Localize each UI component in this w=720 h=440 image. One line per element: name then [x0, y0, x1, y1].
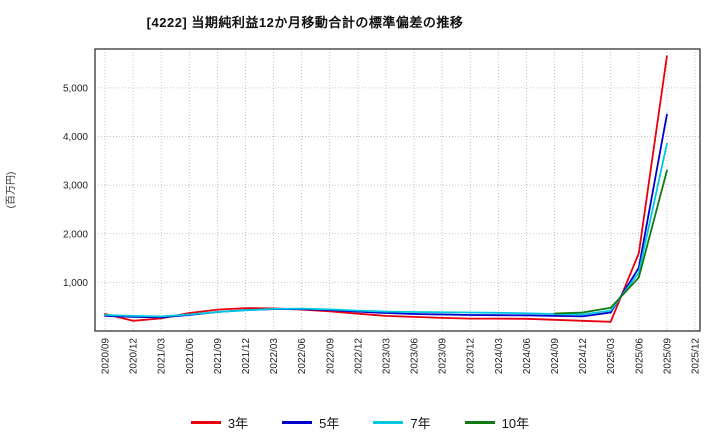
x-tick-label: 2023/12 — [466, 338, 477, 375]
x-tick-label: 2023/03 — [381, 338, 392, 375]
x-tick-label: 2020/12 — [129, 338, 140, 375]
x-tick-label: 2021/03 — [157, 338, 168, 375]
gridlines — [95, 49, 700, 331]
legend-swatch — [373, 421, 404, 424]
legend-label: 10年 — [501, 416, 530, 431]
legend-item-3年: 3年 — [190, 413, 249, 432]
x-tick-label: 2021/12 — [241, 338, 252, 375]
legend-swatch — [282, 421, 313, 424]
x-tick-label: 2024/06 — [522, 338, 533, 375]
legend-item-5年: 5年 — [282, 413, 339, 432]
x-tick-label: 2024/09 — [550, 338, 561, 375]
plot-frame — [94, 48, 701, 332]
series-lines — [104, 55, 668, 323]
y-tick-label: 4,000 — [63, 132, 88, 143]
x-tick-label: 2023/09 — [438, 338, 449, 375]
legend-item-7年: 7年 — [373, 413, 431, 432]
legend-label: 7年 — [410, 416, 431, 431]
x-tick-label: 2025/06 — [634, 338, 645, 375]
legend-item-10年: 10年 — [464, 413, 530, 432]
legend-label: 3年 — [227, 416, 249, 431]
series-line-3年 — [104, 55, 668, 323]
x-tick-label: 2022/12 — [353, 338, 364, 375]
legend-swatch — [464, 421, 495, 424]
chart-title: [4222] 当期純利益12か月移動合計の標準偏差の推移 — [146, 15, 464, 30]
y-axis-ticks: 1,000 2,000 3,000 4,000 5,000 — [63, 83, 88, 288]
x-tick-label: 2021/09 — [213, 338, 224, 375]
x-tick-label: 2023/06 — [410, 338, 421, 375]
x-tick-label: 2021/06 — [185, 338, 196, 375]
x-tick-label: 2024/03 — [494, 338, 505, 375]
y-axis-label: (百万円) — [5, 172, 17, 209]
legend-label: 5年 — [319, 416, 340, 431]
series-line-7年 — [104, 142, 668, 318]
x-tick-label: 2022/03 — [269, 338, 280, 375]
y-tick-label: 2,000 — [63, 229, 88, 240]
y-tick-label: 3,000 — [63, 181, 88, 192]
legend: 3年 5年 7年 10年 — [0, 413, 720, 432]
x-tick-label: 2025/09 — [662, 338, 673, 375]
y-tick-label: 5,000 — [63, 83, 88, 94]
x-tick-label: 2025/12 — [691, 338, 702, 375]
x-tick-label: 2022/06 — [297, 338, 308, 375]
x-tick-label: 2025/03 — [606, 338, 617, 375]
series-line-10年 — [553, 169, 668, 315]
x-tick-label: 2024/12 — [578, 338, 589, 375]
x-axis-ticks: 2020/09 2020/12 2021/03 2021/06 2021/09 2021/… — [101, 338, 702, 375]
x-tick-label: 2020/09 — [101, 338, 112, 375]
chart-area: 1,000 2,000 3,000 4,000 5,000 2020/09 2020/12 2… — [0, 31, 720, 399]
x-tick-label: 2022/09 — [325, 338, 336, 375]
legend-swatch — [190, 421, 221, 424]
y-tick-label: 1,000 — [63, 278, 88, 289]
